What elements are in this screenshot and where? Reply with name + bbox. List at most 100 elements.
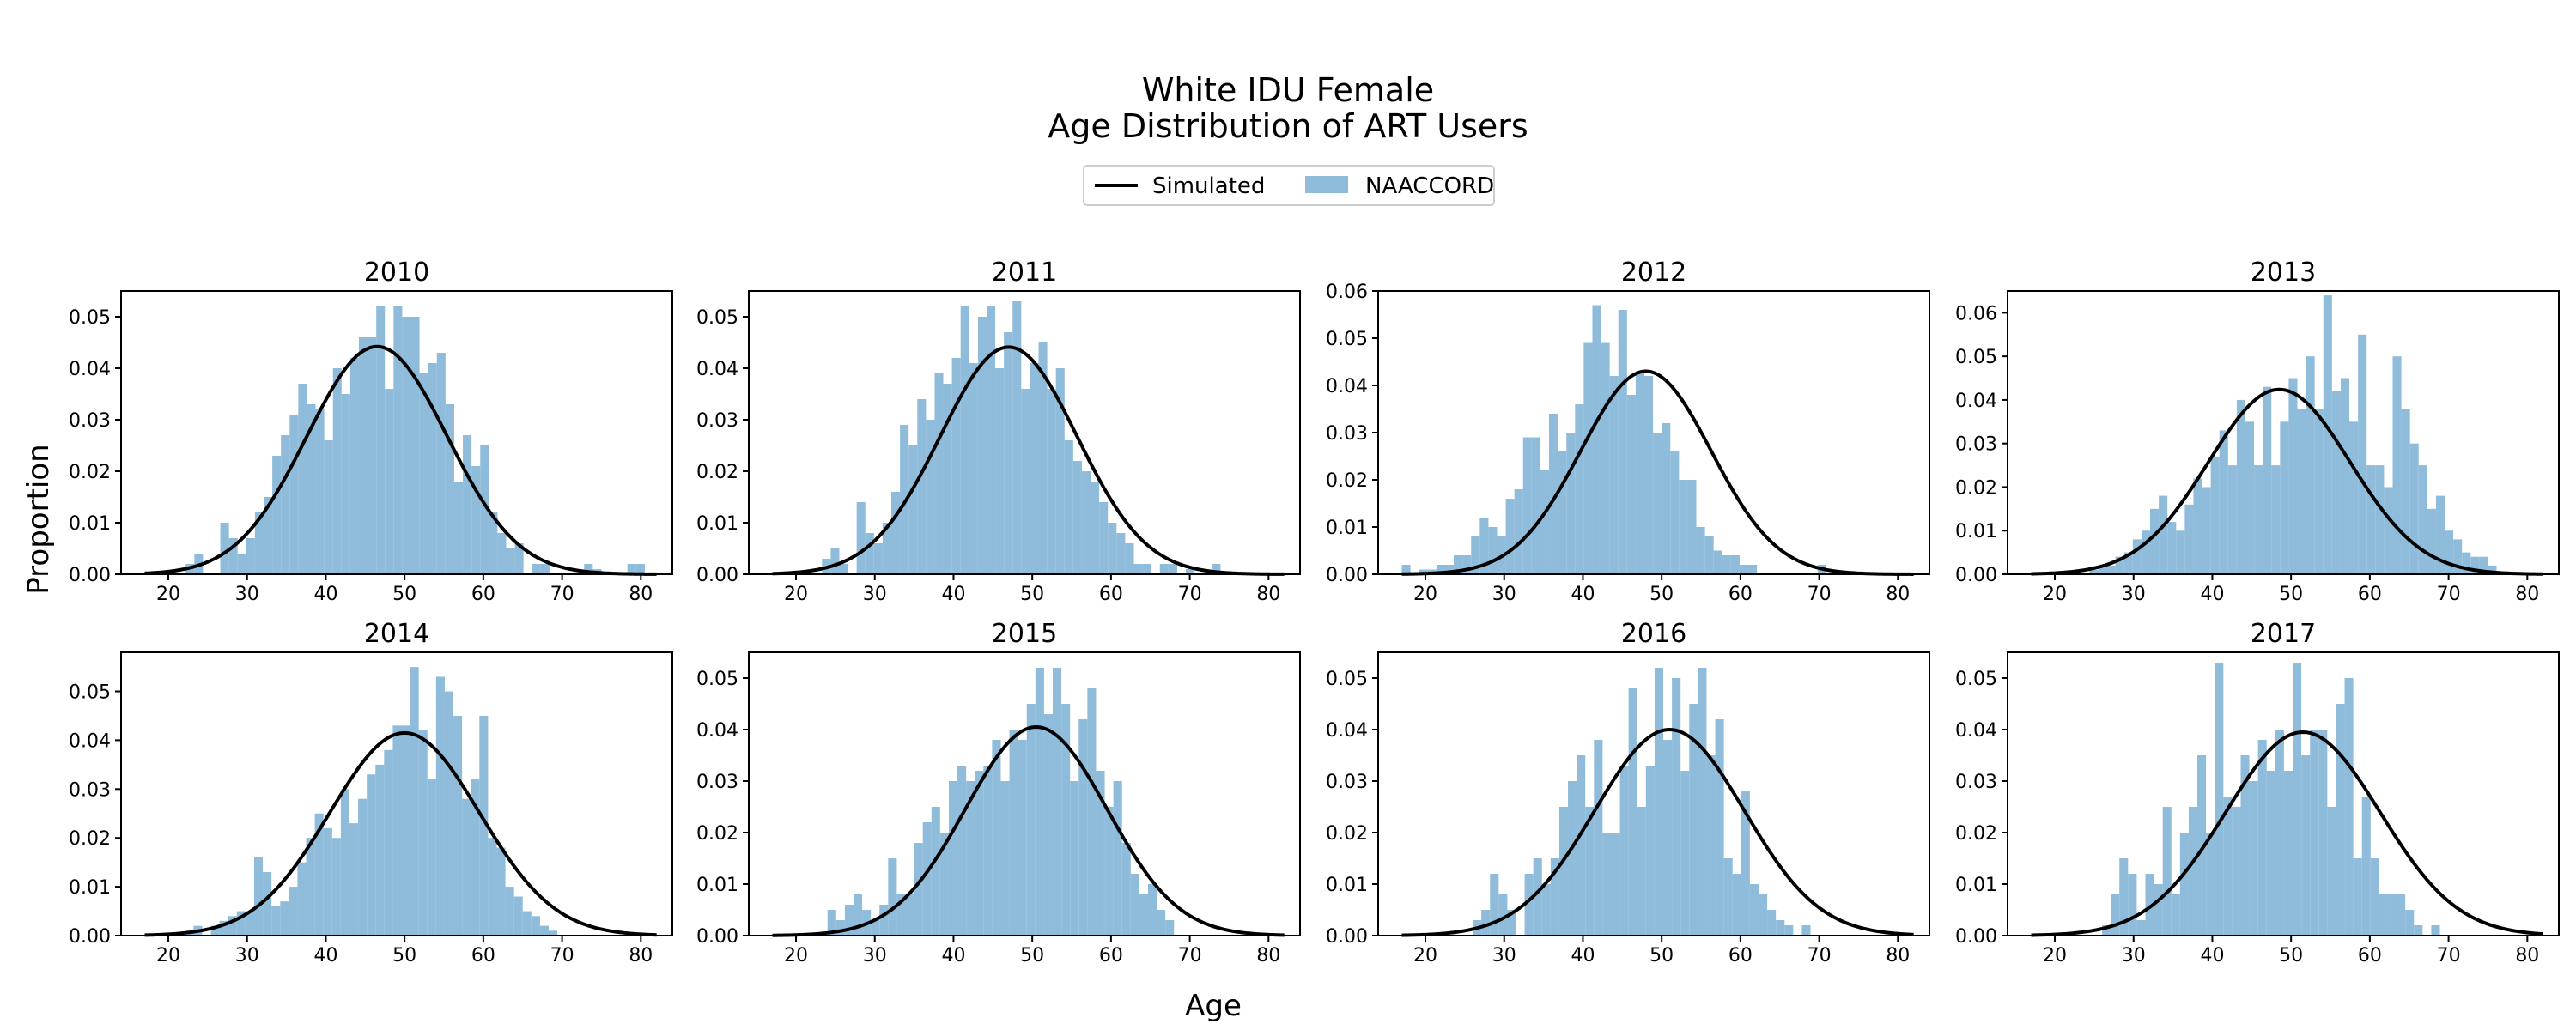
y-tick-label: 0.04	[696, 359, 738, 380]
histogram-bar	[1091, 482, 1100, 574]
histogram-bar	[1662, 423, 1671, 574]
histogram-bar	[1784, 925, 1794, 936]
histogram-bar	[2119, 858, 2129, 936]
y-tick-label: 0.04	[1326, 720, 1368, 742]
histogram-bar	[1609, 376, 1619, 574]
histogram-bar	[237, 554, 246, 574]
histogram-bar	[393, 306, 403, 574]
histogram-bar	[1159, 564, 1169, 574]
histogram-bar	[1618, 310, 1627, 574]
histogram-bar	[315, 409, 325, 574]
histogram-bar	[1730, 555, 1740, 574]
histogram-bar	[2405, 910, 2415, 936]
histogram-bar	[1758, 894, 1768, 936]
histogram-bar	[1018, 740, 1027, 936]
histogram-bar	[2349, 421, 2359, 574]
histogram-bar	[1419, 569, 1428, 574]
y-tick-label: 0.05	[696, 307, 738, 329]
histogram-bar	[2462, 552, 2471, 574]
y-tick-label: 0.01	[69, 513, 111, 535]
figure-title-line2: Age Distribution of ART Users	[1048, 107, 1528, 145]
x-tick-label: 70	[1807, 945, 1832, 966]
histogram-bar	[2310, 730, 2319, 936]
histogram-bar	[392, 725, 402, 936]
y-tick-label: 0.01	[1326, 518, 1368, 539]
x-tick-label: 50	[1020, 584, 1044, 605]
subplot-2015: 2015 20 30 40 50 60 70 80 0.00 0.01 0.02 0.03 0.04 0.…	[696, 619, 1301, 966]
histogram-bar	[1698, 668, 1707, 936]
y-tick-label: 0.00	[696, 565, 738, 586]
histogram-bar	[896, 894, 906, 936]
histogram-bar	[2219, 430, 2228, 574]
histogram-bar	[1704, 536, 1714, 574]
histogram-bar	[1601, 342, 1610, 574]
histogram-bar	[1706, 755, 1716, 936]
histogram-bar	[1142, 564, 1151, 574]
y-tick-label: 0.04	[1326, 376, 1368, 397]
histogram-bar	[323, 827, 332, 936]
x-tick-label: 80	[629, 584, 653, 605]
histogram-bar	[1522, 437, 1532, 574]
subplot-title: 2011	[992, 258, 1057, 288]
histogram-bar	[926, 420, 935, 574]
histogram-bar	[1087, 688, 1097, 936]
histogram-bar	[830, 548, 840, 574]
histogram-bar	[1462, 555, 1472, 574]
histogram-bar	[1637, 807, 1646, 936]
histogram-bar	[340, 789, 349, 936]
histogram-bar	[1479, 518, 1489, 574]
x-tick-label: 40	[313, 584, 337, 605]
histogram-bar	[1558, 451, 1567, 574]
histogram-bar	[324, 440, 333, 574]
histogram-bar	[905, 894, 914, 936]
histogram-bar	[471, 779, 480, 936]
y-tick-label: 0.03	[696, 772, 738, 793]
histogram-bar	[1602, 833, 1612, 936]
y-tick-label: 0.05	[1326, 669, 1368, 690]
histogram-bar	[960, 306, 969, 574]
histogram-bar	[1481, 910, 1491, 936]
histogram-bar	[298, 384, 307, 574]
subplot-2017: 2017 20 30 40 50 60 70 80 0.00 0.01 0.02 0.03 0.04 0.…	[1955, 619, 2560, 966]
histogram-bar	[839, 564, 848, 574]
histogram-bar	[410, 667, 419, 936]
histogram-bar	[463, 435, 472, 574]
histogram-bar	[2240, 755, 2250, 936]
legend-bar-label: NAACCORD	[1365, 173, 1494, 199]
histogram-bar	[1653, 433, 1662, 574]
x-tick-label: 30	[235, 584, 259, 605]
histogram-bar	[1568, 781, 1577, 936]
histogram-bar	[246, 538, 255, 574]
histogram-bar	[2387, 894, 2397, 936]
histogram-bar	[219, 920, 228, 936]
histogram-bar	[453, 482, 464, 574]
x-tick-label: 30	[863, 584, 887, 605]
histogram-bar	[2150, 508, 2160, 574]
histogram-bar	[1047, 389, 1056, 574]
histogram-bar	[1540, 470, 1550, 574]
histogram-bar	[2271, 465, 2281, 574]
histogram-bar	[1628, 688, 1637, 936]
histogram-bar	[2245, 421, 2255, 574]
simulated-curve	[144, 730, 657, 937]
histogram-bar	[435, 676, 445, 936]
histogram-bar	[480, 445, 489, 574]
subplot-title: 2015	[992, 619, 1057, 649]
histogram-bar	[2314, 409, 2324, 574]
histogram-bar	[2288, 378, 2298, 574]
histogram-bar	[2176, 530, 2185, 574]
histogram-bar	[1055, 368, 1065, 574]
histogram-bar	[489, 512, 498, 574]
y-tick-label: 0.00	[1326, 926, 1368, 948]
histogram-bar	[1444, 565, 1455, 574]
histogram-bar	[2435, 495, 2445, 574]
histogram-bar	[220, 523, 229, 574]
histogram-bar	[2210, 456, 2220, 574]
histogram-bar	[934, 373, 944, 574]
y-tick-label: 0.01	[696, 513, 738, 535]
x-tick-label: 70	[2437, 945, 2461, 966]
histogram-bar	[428, 363, 437, 574]
x-tick-label: 70	[1178, 584, 1202, 605]
histogram-bar	[1436, 565, 1445, 574]
histogram-bar	[289, 887, 298, 936]
